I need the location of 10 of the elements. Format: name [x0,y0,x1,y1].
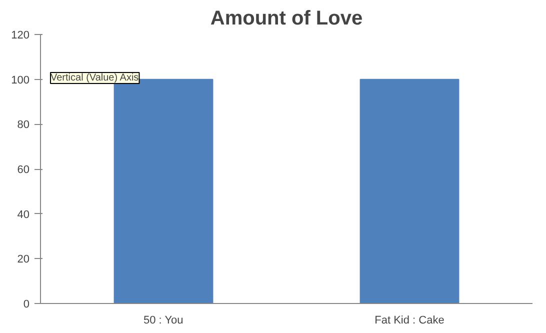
y-tick-label: 120 [11,30,30,42]
x-tick-label: 50 : You [144,314,184,326]
chart-title: Amount of Love [210,8,363,30]
y-tick-label: 40 [17,208,30,221]
y-tick-label: 100 [11,74,30,86]
x-tick-label: Fat Kid : Cake [374,314,444,326]
y-tick-label: 0 [23,298,30,310]
y-tick-label: 80 [17,119,30,132]
y-tick-label: 60 [17,164,30,176]
y-tick-label: 20 [17,254,30,266]
